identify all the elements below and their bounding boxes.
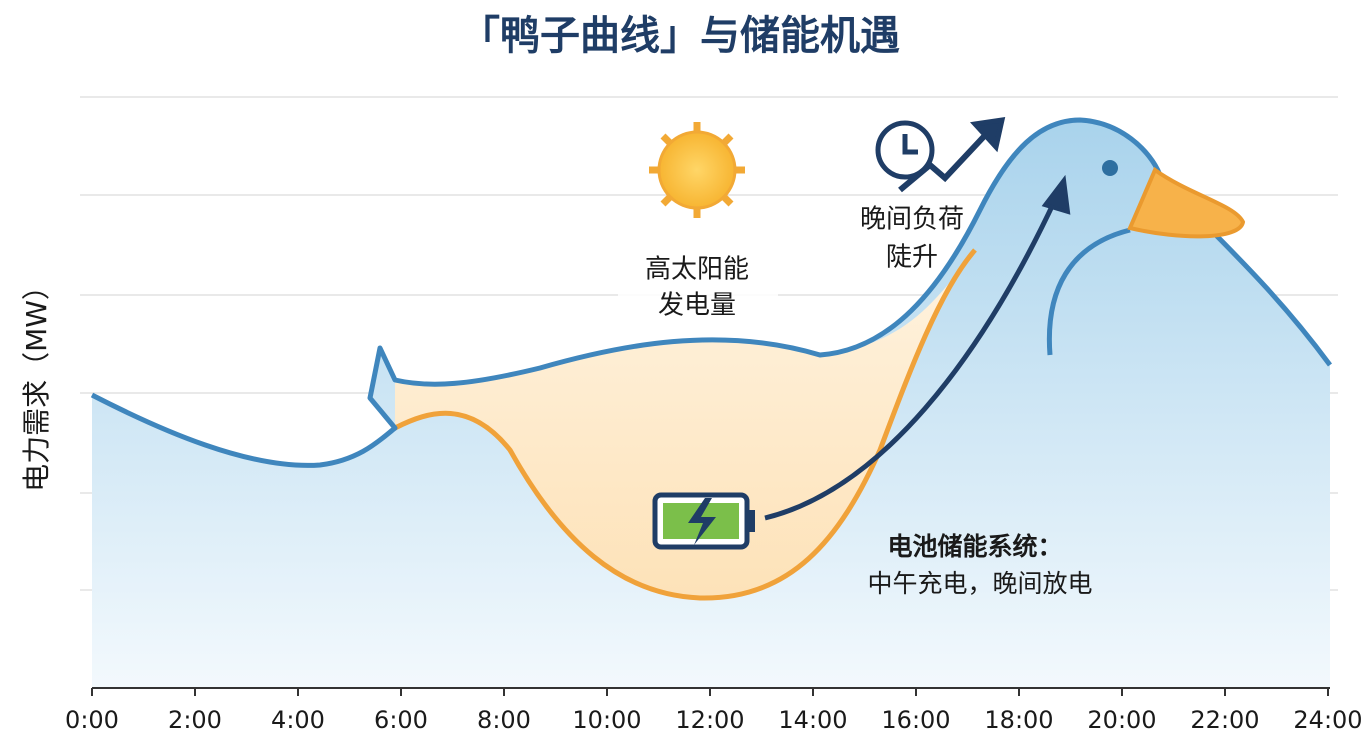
battery-icon <box>652 492 755 550</box>
x-tick-label: 10:00 <box>572 706 641 734</box>
x-tick-label: 18:00 <box>984 706 1053 734</box>
chart-title: 「鸭子曲线」与储能机遇 <box>460 13 900 59</box>
annotation: 中午充电，晚间放电 <box>867 569 1092 598</box>
x-tick-label: 8:00 <box>477 706 531 734</box>
net-load-curve <box>393 248 977 601</box>
x-tick-label: 16:00 <box>881 706 950 734</box>
net-load-area <box>395 250 975 599</box>
clock-icon <box>875 116 1006 193</box>
duck-beak <box>1127 166 1246 239</box>
annotation: 晚间负荷 <box>860 205 964 235</box>
sun-icon <box>649 122 745 218</box>
annotation: 电池储能系统： <box>887 532 1062 561</box>
annotation: 发电量 <box>658 291 736 321</box>
label-bg <box>618 248 778 326</box>
x-tick-label: 2:00 <box>168 706 222 734</box>
discharge-arrow <box>764 198 1058 521</box>
x-tick-label: 12:00 <box>675 706 744 734</box>
x-tick-label: 14:00 <box>778 706 847 734</box>
x-tick-label: 0:00 <box>65 706 119 734</box>
x-tick-label: 4:00 <box>271 706 325 734</box>
x-tick-label: 22:00 <box>1190 706 1259 734</box>
x-ticks: 0:00 2:00 4:00 6:00 8:00 10:00 12:00 14:00 16:00… <box>65 688 1361 734</box>
demand-curve <box>90 117 1333 468</box>
y-axis-label: 电力需求（MW） <box>20 272 53 492</box>
x-tick-label: 24:00 <box>1293 706 1361 734</box>
x-tick-label: 6:00 <box>374 706 428 734</box>
annotation: 高太阳能 <box>645 255 749 285</box>
arrow-head <box>1041 174 1071 215</box>
duck-neck <box>1046 227 1131 356</box>
duck-eye <box>1102 160 1118 176</box>
x-tick-label: 20:00 <box>1087 706 1156 734</box>
annotation: 陡升 <box>886 243 938 273</box>
